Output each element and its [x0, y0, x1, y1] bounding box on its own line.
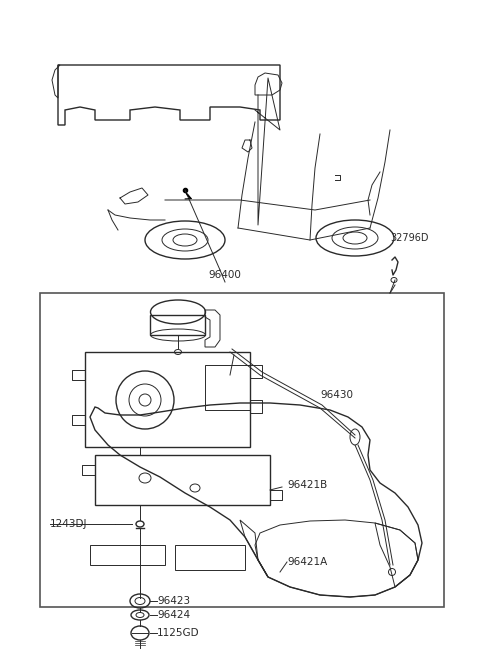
Text: 96424: 96424 — [157, 610, 190, 620]
Bar — [85, 352, 250, 447]
Bar — [205, 365, 250, 410]
Bar — [40, 293, 444, 607]
Text: 96423: 96423 — [157, 596, 190, 606]
Text: 32796D: 32796D — [390, 233, 429, 243]
Text: 1243DJ: 1243DJ — [50, 519, 87, 529]
Bar — [95, 455, 270, 505]
Text: 96430: 96430 — [320, 390, 353, 400]
Text: 96421B: 96421B — [287, 480, 327, 490]
Text: 96421A: 96421A — [287, 557, 327, 567]
Bar — [175, 545, 245, 570]
Bar — [150, 315, 205, 335]
Text: 1125GD: 1125GD — [157, 628, 200, 638]
Bar — [90, 545, 165, 565]
Text: 96400: 96400 — [209, 270, 241, 280]
